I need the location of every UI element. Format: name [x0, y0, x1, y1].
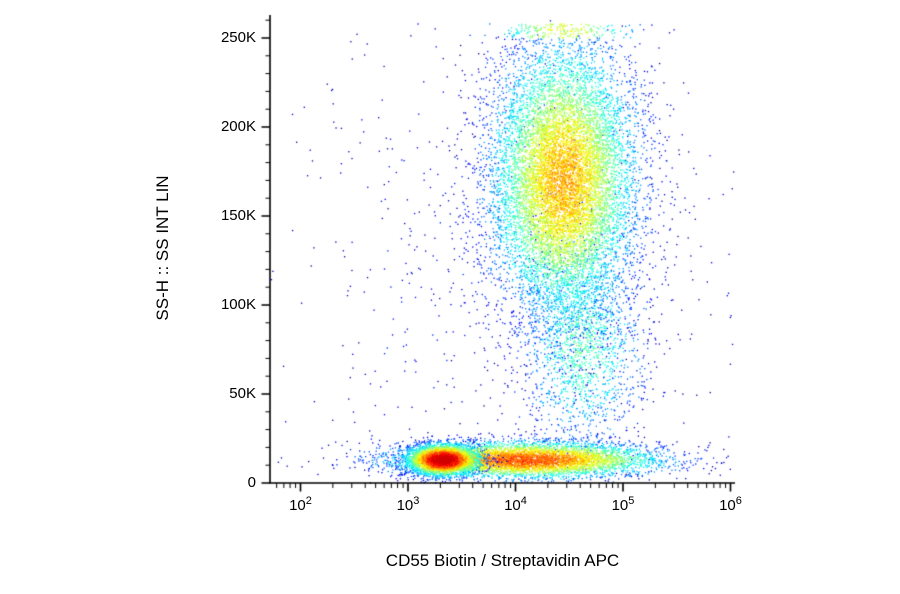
x-tick-label: 104: [504, 495, 527, 514]
x-tick-label: 103: [396, 495, 420, 514]
x-tick-label: 105: [611, 495, 635, 514]
y-tick-label: 200K: [220, 118, 256, 135]
x-axis-label: CD55 Biotin / Streptavidin APC: [385, 551, 620, 570]
x-tick-label: 102: [289, 495, 312, 514]
y-tick-label: 50K: [229, 385, 256, 402]
y-tick-label: 0: [247, 474, 256, 491]
x-tick-label: 106: [719, 495, 742, 514]
y-tick-label: 100K: [220, 296, 256, 313]
y-tick-label: 250K: [220, 29, 256, 46]
y-tick-label: 150K: [220, 207, 256, 224]
y-axis-label: SS-H :: SS INT LIN: [153, 175, 172, 321]
